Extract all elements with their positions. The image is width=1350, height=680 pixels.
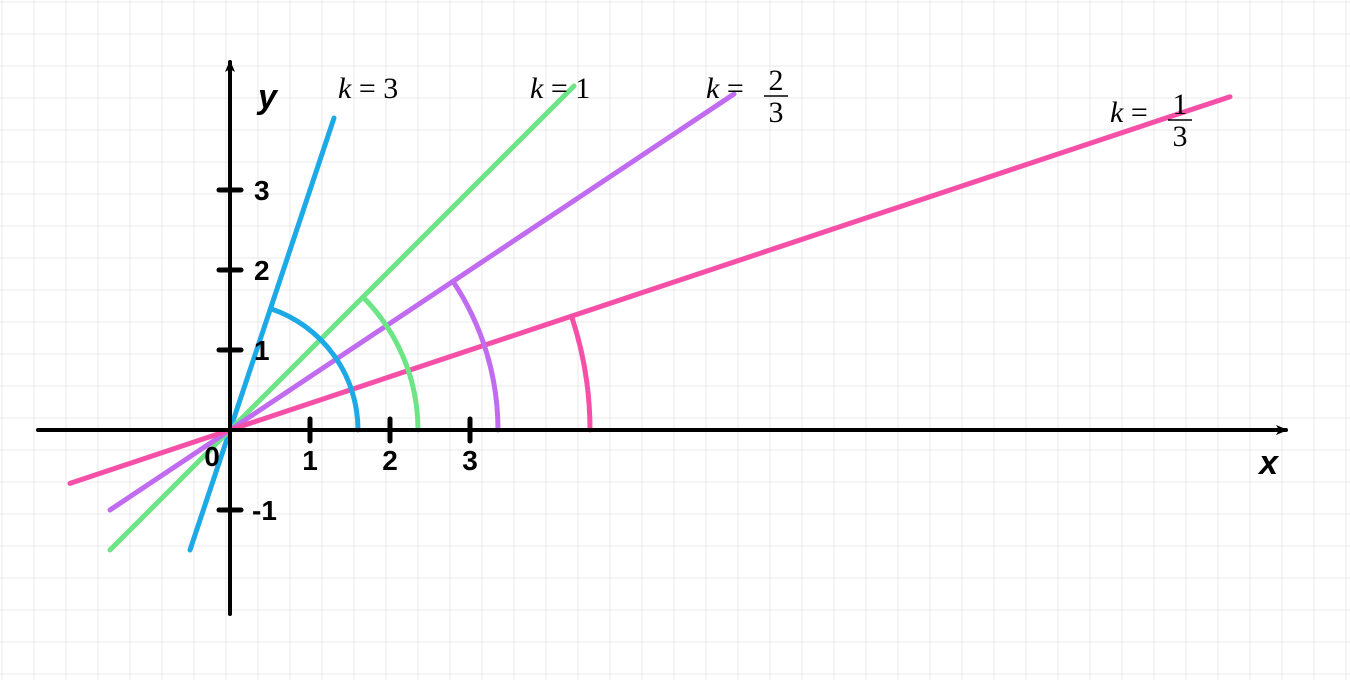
y-axis-label: y [256, 78, 279, 116]
k-label-k2_3: k = 23 [706, 64, 788, 129]
svg-text:3: 3 [769, 96, 784, 129]
arc-k1_3 [572, 316, 590, 430]
x-tick-label: 3 [462, 445, 478, 476]
y-tick-label: 3 [254, 175, 270, 206]
origin-label: 0 [204, 441, 220, 472]
svg-text:2: 2 [769, 64, 784, 97]
arcs-group [270, 281, 590, 430]
svg-text:1: 1 [1173, 88, 1188, 121]
svg-text:k =: k = [706, 72, 744, 105]
y-tick-label: -1 [252, 495, 277, 526]
y-tick-label: 2 [254, 255, 270, 286]
lines-group [70, 86, 1230, 550]
y-tick-label: 1 [254, 335, 270, 366]
slope-lines-chart: 123123-10xyk = 3k = 1k = 23k = 13 [0, 0, 1350, 680]
k-label-k3: k = 3 [338, 72, 398, 105]
x-tick-label: 1 [302, 445, 318, 476]
arc-k1 [363, 297, 418, 430]
k-label-k1: k = 1 [530, 72, 590, 105]
x-axis-label: x [1257, 444, 1280, 482]
svg-text:3: 3 [1173, 120, 1188, 153]
x-tick-label: 2 [382, 445, 398, 476]
line-k1 [110, 86, 574, 550]
svg-text:k = 3: k = 3 [338, 72, 398, 105]
k-labels: k = 3k = 1k = 23k = 13 [338, 64, 1192, 153]
svg-text:k =: k = [1110, 96, 1148, 129]
svg-text:k = 1: k = 1 [530, 72, 590, 105]
